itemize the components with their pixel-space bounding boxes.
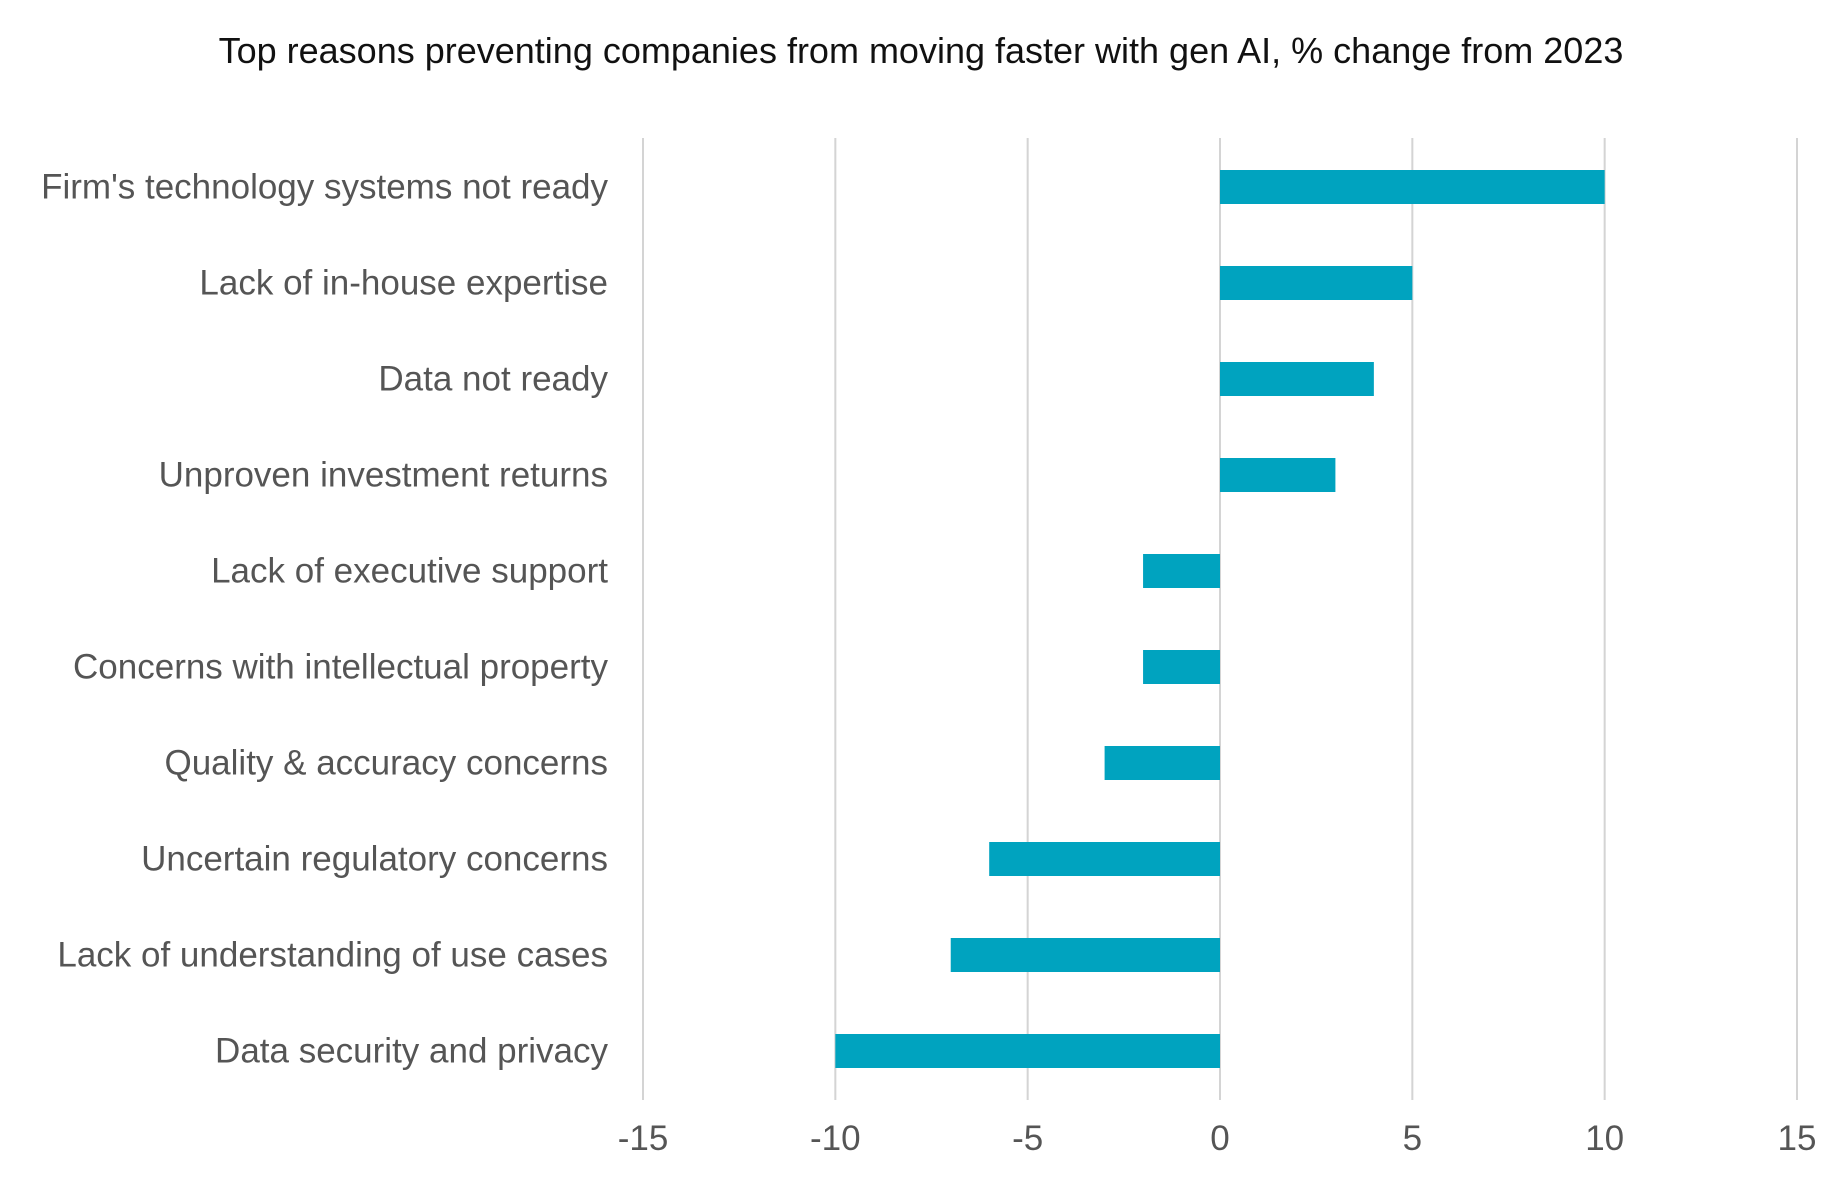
bar (1143, 650, 1220, 684)
category-label: Uncertain regulatory concerns (141, 840, 608, 879)
x-tick-label: 10 (1585, 1119, 1624, 1158)
category-label: Firm's technology systems not ready (41, 168, 608, 207)
x-tick-label: 5 (1403, 1119, 1422, 1158)
bar (1220, 170, 1605, 204)
category-label: Data not ready (378, 360, 608, 399)
category-labels: Firm's technology systems not ready Lack … (41, 168, 608, 1071)
bar (1104, 746, 1220, 780)
bar (1220, 266, 1413, 300)
category-label: Unproven investment returns (159, 456, 608, 495)
bar (1220, 458, 1336, 492)
x-tick-label: -5 (1012, 1119, 1043, 1158)
category-label: Data security and privacy (215, 1032, 608, 1071)
bar (1220, 362, 1374, 396)
bars (835, 170, 1605, 1068)
category-label: Lack of understanding of use cases (57, 936, 608, 975)
bar (989, 842, 1220, 876)
category-label: Quality & accuracy concerns (164, 744, 608, 783)
category-label: Lack of in-house expertise (199, 264, 608, 303)
x-tick-label: 0 (1210, 1119, 1229, 1158)
x-tick-label: -10 (810, 1119, 861, 1158)
chart-title: Top reasons preventing companies from mo… (218, 30, 1624, 71)
bar (835, 1034, 1220, 1068)
x-tick-label: 15 (1778, 1119, 1817, 1158)
bar (1143, 554, 1220, 588)
category-label: Lack of executive support (211, 552, 608, 591)
bar (950, 938, 1220, 972)
category-label: Concerns with intellectual property (73, 648, 608, 687)
x-axis-tick-labels: -15 -10 -5 0 5 10 15 (618, 1119, 1817, 1158)
x-tick-label: -15 (618, 1119, 669, 1158)
